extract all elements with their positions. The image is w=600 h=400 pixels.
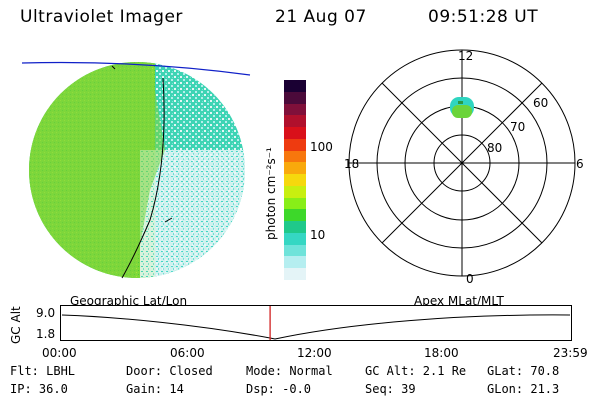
colorbar-band [284, 150, 306, 163]
info-seq: Seq: 39 [365, 382, 416, 396]
terminator-mark [111, 65, 116, 70]
info-glat: GLat: 70.8 [487, 364, 560, 378]
auroral-patch-core [452, 105, 472, 118]
header-time: 09:51:28 UT [428, 7, 539, 27]
info-filter: Flt: LBHL [10, 364, 76, 378]
terminator-line [121, 77, 165, 279]
lat-label-60: 60 [533, 96, 548, 110]
info-glon: GLon: 21.3 [487, 382, 560, 396]
timeline-xtick-1200: 12:00 [297, 346, 332, 360]
colorbar-band [284, 103, 306, 116]
colorbar-band [284, 244, 306, 257]
colorbar [284, 80, 306, 281]
timeline-left-label: Geographic Lat/Lon [70, 294, 188, 308]
colorbar-band [284, 115, 306, 128]
track-mark [164, 217, 173, 223]
colorbar-band [284, 138, 306, 152]
polar-plot: 12 18 6 0 60 70 80 [344, 49, 584, 286]
header-date: 21 Aug 07 [275, 7, 367, 27]
colorbar-tick-10: 10 [310, 228, 326, 242]
timeline-xtick-2359: 23:59 [553, 346, 588, 360]
info-gain: Gain: 14 [126, 382, 184, 396]
colorbar-band [284, 197, 306, 210]
colorbar-band [284, 209, 306, 222]
lat-label-70: 70 [510, 120, 525, 134]
mlt-label-6: 6 [576, 157, 584, 171]
mlt-label-18: 18 [344, 157, 359, 171]
mlt-label-12: 12 [458, 49, 473, 63]
colorbar-band [284, 162, 306, 175]
info-mode: Mode: Normal [246, 364, 333, 378]
polar-diag-2 [381, 82, 543, 244]
timeline-xtick-0600: 06:00 [170, 346, 205, 360]
timeline-xtick-1800: 18:00 [424, 346, 459, 360]
timeline-frame [60, 305, 572, 341]
colorbar-unit-label: photon cm⁻²s⁻¹ [264, 147, 278, 240]
earth-image-panel [21, 61, 251, 279]
colorbar-band [284, 174, 306, 187]
timeline-right-label: Apex MLat/MLT [414, 294, 504, 308]
info-ip: IP: 36.0 [10, 382, 68, 396]
info-door: Door: Closed [126, 364, 213, 378]
colorbar-band [284, 185, 306, 199]
info-dsp: Dsp: -0.0 [246, 382, 312, 396]
colorbar-band [284, 256, 306, 269]
colorbar-band [284, 268, 306, 281]
timeline-ytick-1-8: 1.8 [36, 327, 56, 341]
colorbar-band [284, 91, 306, 104]
timeline-xtick-0000: 00:00 [42, 346, 77, 360]
colorbar-band [284, 127, 306, 140]
colorbar-band [284, 80, 306, 93]
info-gc-alt: GC Alt: 2.1 Re [365, 364, 467, 378]
auroral-patch-dot [458, 101, 463, 104]
timeline-ytick-9: 9.0 [36, 306, 56, 320]
altitude-curve [61, 314, 571, 340]
app-title: Ultraviolet Imager [20, 7, 183, 27]
lat-label-80: 80 [487, 141, 502, 155]
timeline-axis-title: GC Alt [9, 306, 23, 344]
colorbar-tick-100: 100 [310, 140, 333, 154]
colorbar-band [284, 221, 306, 234]
mlt-label-0: 0 [466, 272, 474, 286]
timeline-plot [60, 305, 572, 341]
horizon-line [21, 61, 251, 76]
colorbar-band [284, 232, 306, 246]
earth-disk [29, 62, 245, 278]
